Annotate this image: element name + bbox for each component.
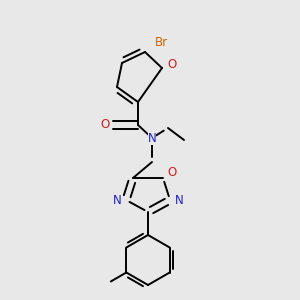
Text: O: O (100, 118, 109, 131)
Text: N: N (112, 194, 122, 206)
Text: N: N (175, 194, 183, 206)
Text: Br: Br (154, 35, 168, 49)
Text: O: O (167, 167, 177, 179)
Text: N: N (148, 131, 156, 145)
Text: O: O (167, 58, 177, 71)
